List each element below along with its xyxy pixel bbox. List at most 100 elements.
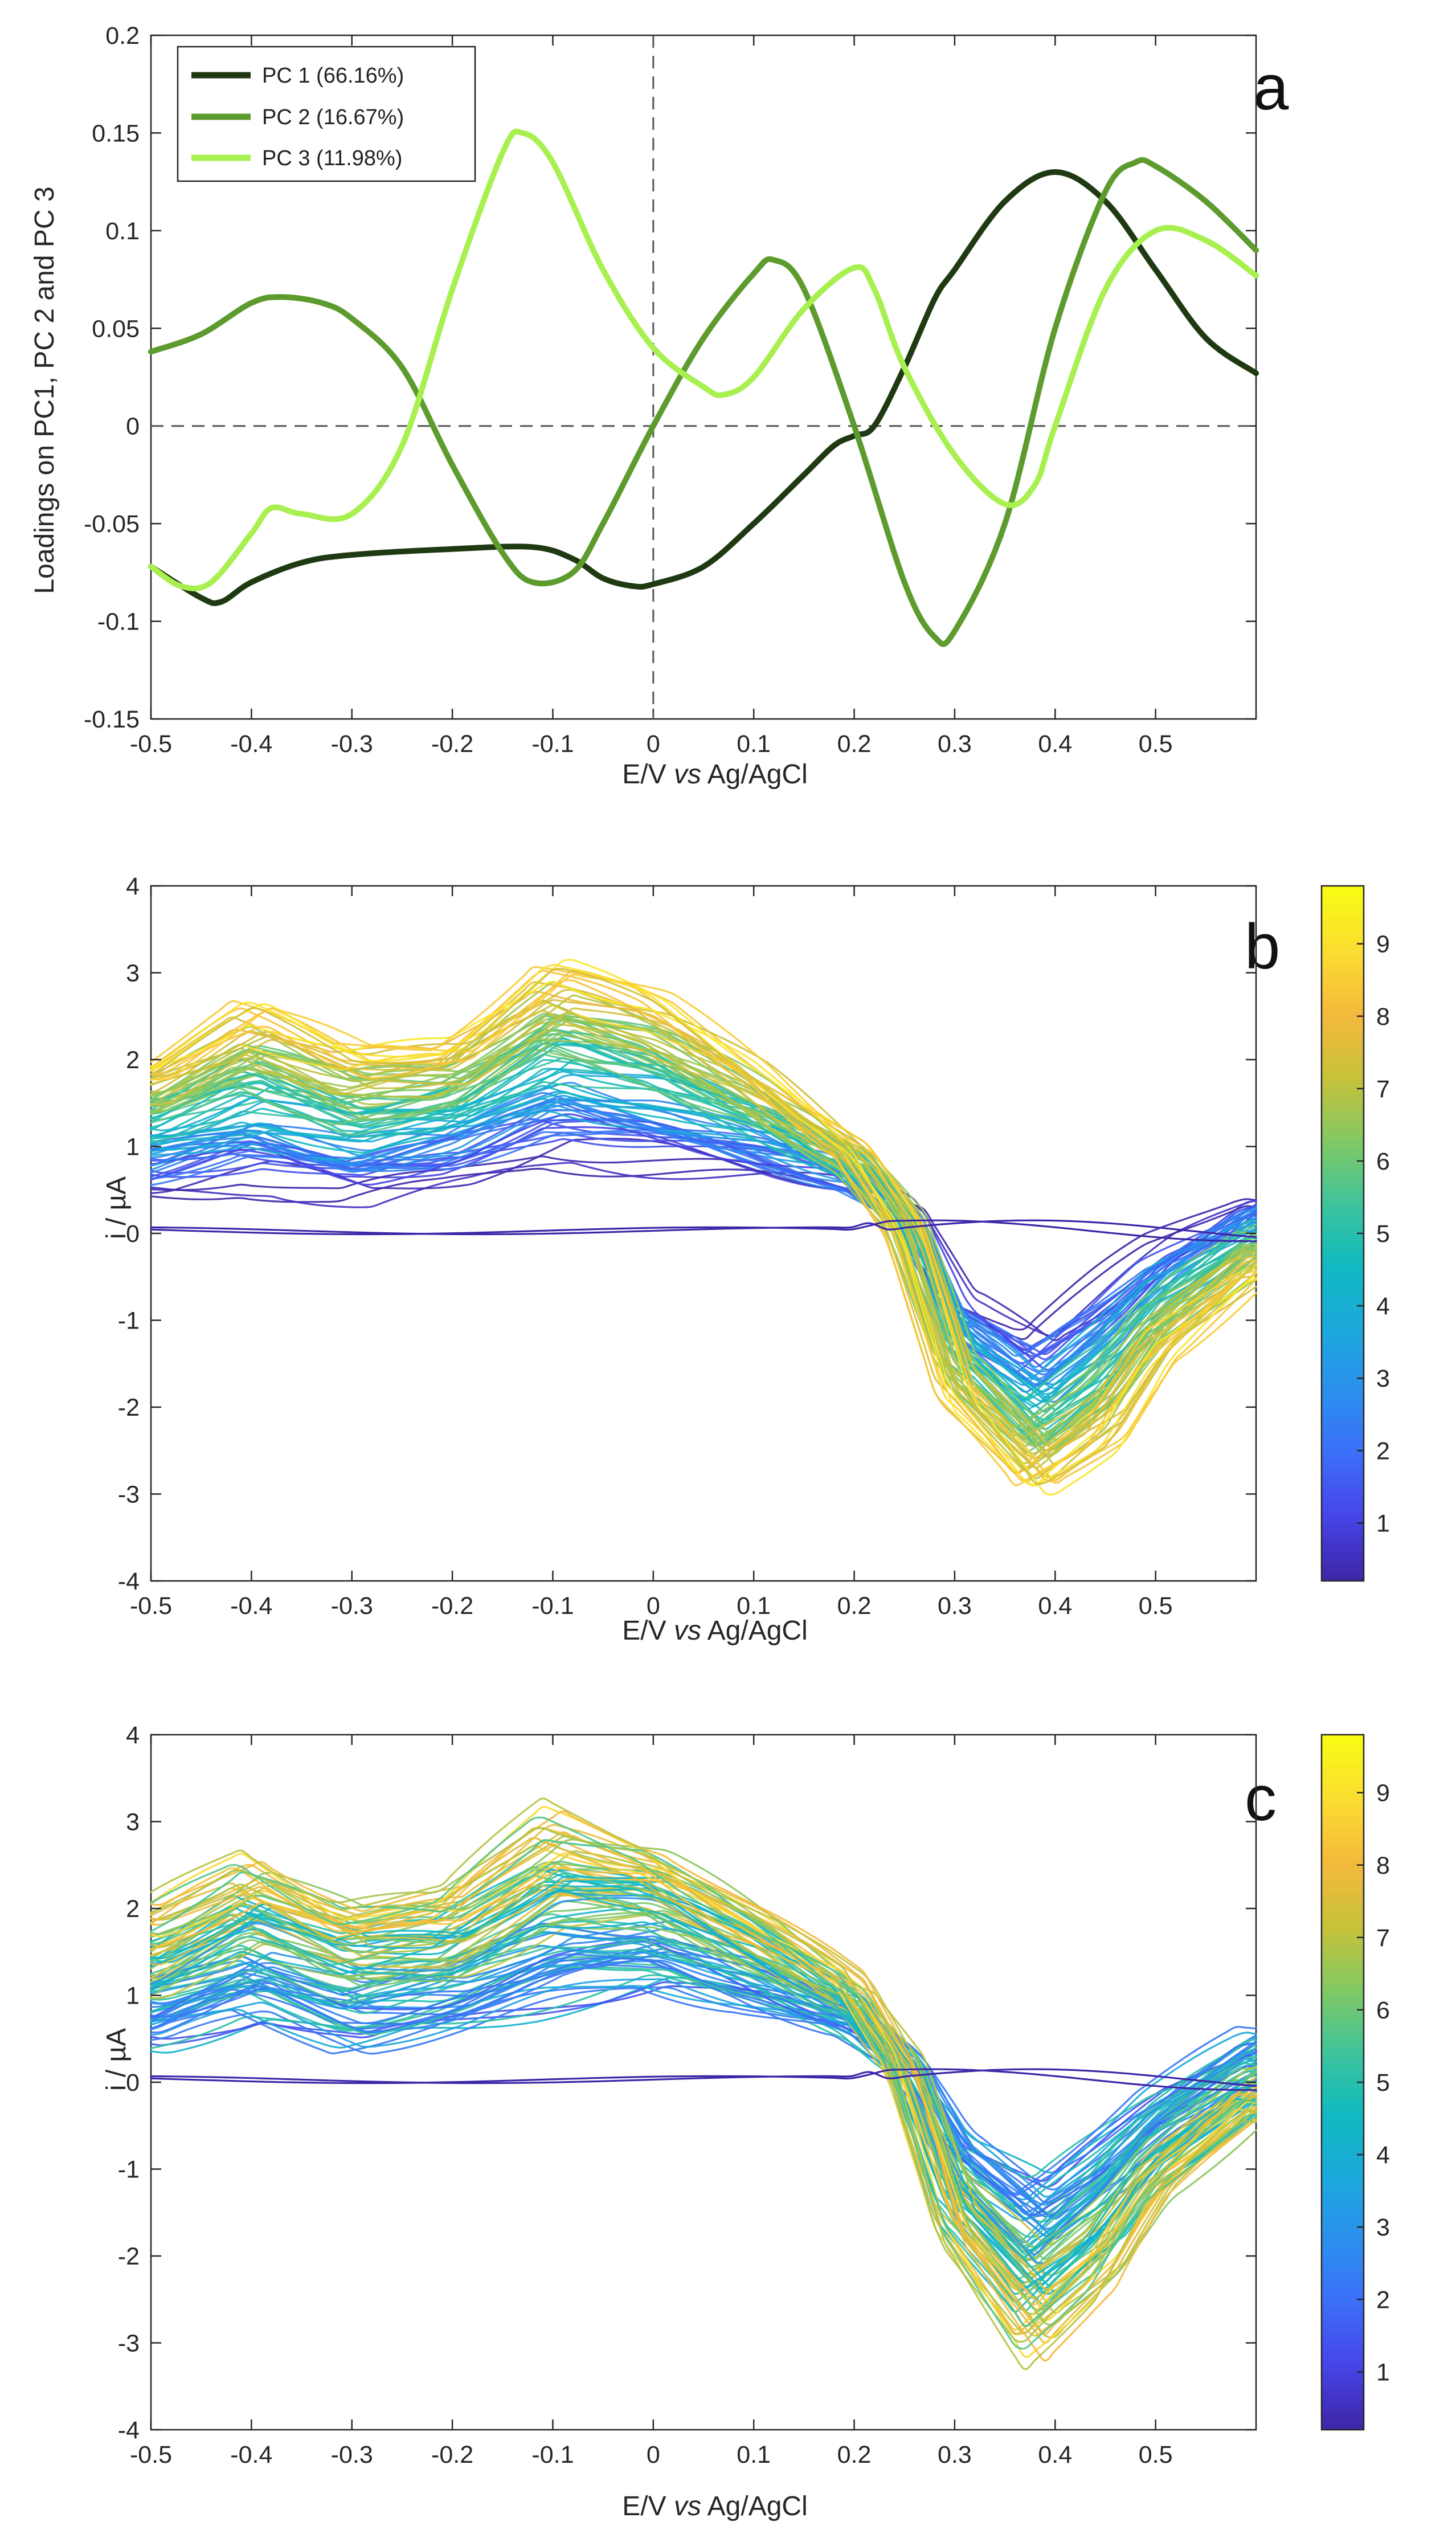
- panel-a-x-tick-label: -0.2: [431, 730, 473, 758]
- panel-b-colorbar-segment: [1322, 1291, 1364, 1298]
- panel-b-colorbar-segment: [1322, 1152, 1364, 1159]
- panel-b-colorbar-segment: [1322, 1169, 1364, 1176]
- panel-c-colorbar-segment: [1322, 2406, 1364, 2413]
- panel-a-x-tick-label: 0: [647, 730, 660, 758]
- panel-b-colorbar-segment: [1322, 926, 1364, 933]
- panel-c-colorbar-segment: [1322, 2290, 1364, 2297]
- panel-c-colorbar-segment: [1322, 2412, 1364, 2419]
- panel-c-colorbar-segment: [1322, 2140, 1364, 2147]
- panel-c-voltammogram-curve: [150, 1837, 1257, 2336]
- panel-b-colorbar-segment: [1322, 1227, 1364, 1234]
- panel-b-voltammogram-curve: [150, 969, 1257, 1484]
- panel-c-colorbar-segment: [1322, 2065, 1364, 2071]
- panel-b-colorbar-segment: [1322, 1395, 1364, 1402]
- panel-c-colorbar-segment: [1322, 2244, 1364, 2251]
- panel-b-colorbar-segment: [1322, 1279, 1364, 1286]
- panel-c-colorbar-segment: [1322, 1862, 1364, 1869]
- panel-c-voltammogram-curve: [150, 1839, 1257, 2327]
- panel-b-colorbar-segment: [1322, 1111, 1364, 1118]
- panel-c-baseline-curve: [150, 2068, 1257, 2091]
- panel-b-colorbar-segment: [1322, 1134, 1364, 1141]
- panel-b-colorbar-segment: [1322, 1024, 1364, 1031]
- panel-b-colorbar-segment: [1322, 955, 1364, 962]
- series-line-pc3: [148, 128, 1259, 591]
- panel-c-colorbar-segment: [1322, 1966, 1364, 1973]
- panel-a-x-axis-label: E/V vs Ag/AgCl: [622, 759, 807, 790]
- panel-b-colorbar-segment: [1322, 1355, 1364, 1362]
- panel-b-colorbar-segment: [1322, 1216, 1364, 1223]
- panel-b-voltammogram-curve: [150, 1167, 1257, 1331]
- panel-a-axes-box: [150, 34, 1257, 720]
- panel-b-colorbar-segment: [1322, 1181, 1364, 1188]
- panel-b-colorbar-segment: [1322, 1383, 1364, 1390]
- panel-b-colorbar-segment: [1322, 1146, 1364, 1153]
- x-axis-label-vs: vs: [674, 1616, 701, 1646]
- panel-b-colorbar-segment: [1322, 1123, 1364, 1130]
- panel-b-voltammogram-chart: b -0.5 -0.4 -0.3 -0.2 -0.1 0 0.1 0.2 0.3 0.4 0.5 -4…: [101, 873, 1390, 1646]
- panel-c-voltammogram-curve: [150, 1966, 1257, 2216]
- panel-c-colorbar-segment: [1322, 1792, 1364, 1799]
- panel-c-voltammogram-curve: [150, 1806, 1257, 2358]
- panel-b-x-tick-label: 0.2: [837, 1592, 872, 1620]
- panel-b-colorbar-segment: [1322, 1453, 1364, 1460]
- panel-c-colorbar-segment: [1322, 2058, 1364, 2065]
- panel-b-colorbar-segment: [1322, 1239, 1364, 1245]
- panel-b-colorbar-segment: [1322, 1511, 1364, 1518]
- panel-b-colorbar-segment: [1322, 1065, 1364, 1072]
- panel-a-x-tick-label: -0.5: [130, 730, 172, 758]
- panel-b-colorbar-tick-label: 9: [1376, 931, 1390, 958]
- panel-b-voltammogram-curve: [150, 1155, 1257, 1340]
- panel-a-plot-area: -0.5 -0.4 -0.3 -0.2 -0.1 0 0.1 0.2 0.3 0.4 0.5 -0.1…: [84, 22, 1259, 758]
- panel-c-colorbar-tick-label: 2: [1376, 2286, 1390, 2314]
- panel-b-colorbar-segment: [1322, 1297, 1364, 1303]
- panel-c-colorbar-segment: [1322, 2267, 1364, 2274]
- panel-b-colorbar-segment: [1322, 1418, 1364, 1425]
- panel-b-colorbar-segment: [1322, 885, 1364, 892]
- panel-c-colorbar-segment: [1322, 1926, 1364, 1932]
- panel-c-voltammogram-chart: c -0.5 -0.4 -0.3 -0.2 -0.1 0 0.1 0.2 0.3 0.4 0.5 -4…: [101, 1722, 1390, 2521]
- panel-c-colorbar-tick-label: 5: [1376, 2069, 1390, 2096]
- panel-c-colorbar-tick-label: 1: [1376, 2359, 1390, 2386]
- panel-a-x-tick-label: -0.3: [331, 730, 373, 758]
- panel-b-colorbar-segment: [1322, 943, 1364, 950]
- panel-c-colorbar-segment: [1322, 2053, 1364, 2059]
- panel-b-colorbar-segment: [1322, 1551, 1364, 1558]
- panel-c-colorbar-segment: [1322, 1746, 1364, 1752]
- panel-b-colorbar-segment: [1322, 1221, 1364, 1228]
- panel-b-y-tick-label: 0: [126, 1220, 140, 1248]
- panel-a-y-tick-label: 0.1: [105, 218, 140, 245]
- panel-c-colorbar-segment: [1322, 2215, 1364, 2222]
- panel-c-colorbar-segment: [1322, 2325, 1364, 2332]
- panel-c-voltammogram-curve: [150, 1922, 1257, 2262]
- panel-a-y-tick-label: -0.15: [84, 706, 140, 733]
- panel-c-colorbar-tick-label: 4: [1376, 2141, 1390, 2169]
- panel-b-colorbar-segment: [1322, 1563, 1364, 1570]
- panel-b-colorbar-segment: [1322, 1070, 1364, 1077]
- panel-b-colorbar-segment: [1322, 1204, 1364, 1211]
- panel-b-colorbar-segment: [1322, 1331, 1364, 1338]
- panel-b-colorbar-segment: [1322, 914, 1364, 921]
- panel-b-colorbar-segment: [1322, 1036, 1364, 1043]
- panel-c-voltammogram-curve: [150, 1826, 1257, 2336]
- panel-b-colorbar-segment: [1322, 1117, 1364, 1124]
- panel-b-colorbar-segment: [1322, 1053, 1364, 1060]
- panel-c-colorbar-segment: [1322, 2047, 1364, 2054]
- panel-a-x-tick-label: 0.2: [837, 730, 872, 758]
- panel-b-voltammogram-curve: [150, 981, 1257, 1474]
- panel-c-x-tick-label: 0.2: [837, 2441, 872, 2468]
- panel-c-voltammogram-curve: [150, 1838, 1257, 2326]
- panel-c-y-tick-label: 2: [126, 1895, 140, 1923]
- panel-c-colorbar-segment: [1322, 1873, 1364, 1880]
- panel-label-c: c: [1245, 1763, 1277, 1834]
- panel-b-voltammogram-curve: [150, 980, 1257, 1486]
- panel-b-colorbar-segment: [1322, 1487, 1364, 1494]
- x-axis-label-part: Ag/AgCl: [701, 759, 808, 790]
- legend-label-pc3: PC 3 (11.98%): [262, 146, 402, 170]
- panel-c-voltammogram-curve: [150, 1911, 1257, 2248]
- panel-a-y-tick-label: 0.15: [92, 120, 140, 147]
- panel-c-colorbar-segment: [1322, 2076, 1364, 2083]
- panel-c-colorbar-segment: [1322, 1995, 1364, 2002]
- panel-b-voltammogram-curve: [150, 1028, 1257, 1446]
- panel-c-colorbar-segment: [1322, 2250, 1364, 2257]
- panel-b-colorbar-segment: [1322, 1499, 1364, 1506]
